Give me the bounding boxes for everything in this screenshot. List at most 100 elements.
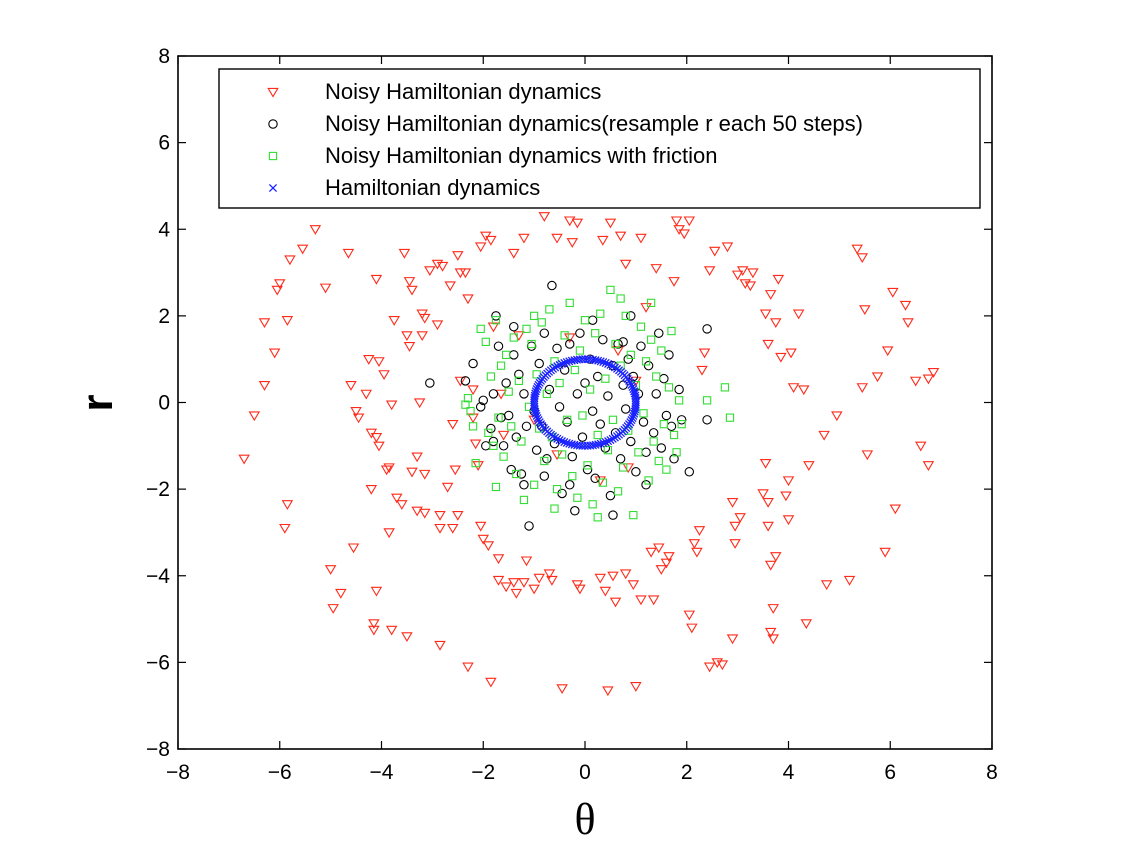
data-point bbox=[434, 510, 446, 521]
data-point bbox=[726, 497, 739, 508]
data-point bbox=[446, 523, 459, 534]
data-point bbox=[555, 378, 564, 388]
data-point bbox=[587, 315, 598, 325]
data-point bbox=[352, 413, 365, 424]
data-point bbox=[601, 438, 610, 447]
data-point bbox=[335, 588, 347, 599]
data-point bbox=[651, 389, 661, 399]
data-point bbox=[557, 450, 567, 459]
data-point bbox=[363, 355, 375, 365]
y-tick-label: 2 bbox=[158, 305, 170, 328]
data-point bbox=[634, 448, 643, 457]
data-point bbox=[629, 385, 638, 394]
data-point bbox=[604, 437, 613, 446]
legend-label-noisy-hamiltonian: Noisy Hamiltonian dynamics bbox=[325, 79, 601, 104]
data-point bbox=[626, 350, 635, 360]
data-point bbox=[619, 463, 628, 472]
data-point bbox=[347, 543, 360, 554]
data-point bbox=[370, 432, 383, 443]
data-point bbox=[608, 362, 617, 371]
data-point bbox=[861, 450, 874, 461]
data-point bbox=[486, 372, 496, 381]
data-point bbox=[461, 400, 470, 409]
data-point bbox=[629, 510, 638, 520]
series-1 bbox=[238, 199, 940, 697]
data-point bbox=[385, 625, 398, 636]
data-point bbox=[599, 438, 608, 447]
x-tick-label: −8 bbox=[166, 761, 190, 784]
y-tick-label: 0 bbox=[158, 392, 170, 415]
data-point bbox=[674, 384, 684, 395]
data-point bbox=[503, 410, 514, 421]
data-point bbox=[603, 445, 613, 455]
data-point bbox=[674, 396, 684, 405]
data-point bbox=[452, 510, 464, 521]
data-point bbox=[467, 385, 479, 396]
data-point bbox=[596, 439, 605, 448]
data-point bbox=[466, 407, 475, 416]
data-point bbox=[729, 539, 741, 549]
data-point bbox=[599, 586, 612, 597]
data-point bbox=[580, 316, 590, 325]
data-point bbox=[248, 411, 261, 422]
data-point bbox=[762, 497, 774, 508]
data-point bbox=[622, 463, 635, 474]
data-point bbox=[628, 413, 637, 423]
data-point bbox=[441, 482, 454, 493]
data-point bbox=[775, 352, 787, 363]
legend-label-noisy-friction: Noisy Hamiltonian dynamics with friction bbox=[325, 143, 717, 168]
data-point bbox=[800, 619, 813, 630]
data-point bbox=[630, 682, 642, 692]
data-point bbox=[550, 504, 559, 513]
data-point bbox=[659, 420, 669, 429]
data-point bbox=[655, 565, 668, 575]
legend-markers bbox=[267, 87, 279, 193]
x-tick-label: −2 bbox=[471, 761, 495, 784]
data-point bbox=[550, 357, 559, 366]
x-tick-label: −6 bbox=[268, 761, 292, 784]
data-point bbox=[583, 461, 592, 470]
data-point bbox=[739, 279, 752, 290]
series-3 bbox=[461, 285, 735, 522]
data-point bbox=[489, 441, 498, 450]
x-tick-label: 2 bbox=[681, 761, 693, 784]
data-point bbox=[514, 369, 524, 380]
data-point bbox=[606, 435, 615, 445]
data-point bbox=[613, 339, 623, 349]
data-point bbox=[562, 358, 571, 367]
data-point bbox=[512, 469, 521, 479]
x-tick-label: 8 bbox=[986, 761, 998, 784]
data-point bbox=[820, 580, 833, 591]
data-point bbox=[513, 331, 525, 342]
data-point bbox=[452, 251, 464, 261]
data-point bbox=[627, 580, 640, 591]
data-point bbox=[702, 396, 712, 405]
data-point bbox=[613, 487, 623, 496]
data-point bbox=[889, 504, 902, 515]
data-point bbox=[543, 569, 556, 580]
data-point bbox=[520, 556, 533, 567]
data-point bbox=[496, 361, 506, 370]
data-point bbox=[759, 309, 772, 320]
data-point bbox=[475, 402, 486, 412]
data-point bbox=[508, 578, 520, 588]
data-point bbox=[563, 415, 572, 424]
data-point bbox=[434, 523, 446, 534]
data-point bbox=[649, 437, 658, 446]
data-point bbox=[575, 346, 585, 355]
data-point bbox=[518, 233, 530, 244]
data-point bbox=[552, 484, 562, 494]
data-point bbox=[669, 430, 679, 440]
data-point bbox=[383, 528, 395, 539]
data-point bbox=[782, 515, 795, 526]
data-point bbox=[487, 322, 500, 333]
data-point bbox=[401, 331, 413, 342]
data-point bbox=[787, 383, 800, 393]
data-point bbox=[629, 411, 638, 420]
legend-marker-1 bbox=[267, 87, 279, 98]
data-point bbox=[645, 547, 657, 558]
data-point bbox=[631, 400, 640, 409]
data-point bbox=[678, 229, 690, 240]
data-point bbox=[516, 469, 527, 479]
data-point bbox=[327, 604, 339, 614]
